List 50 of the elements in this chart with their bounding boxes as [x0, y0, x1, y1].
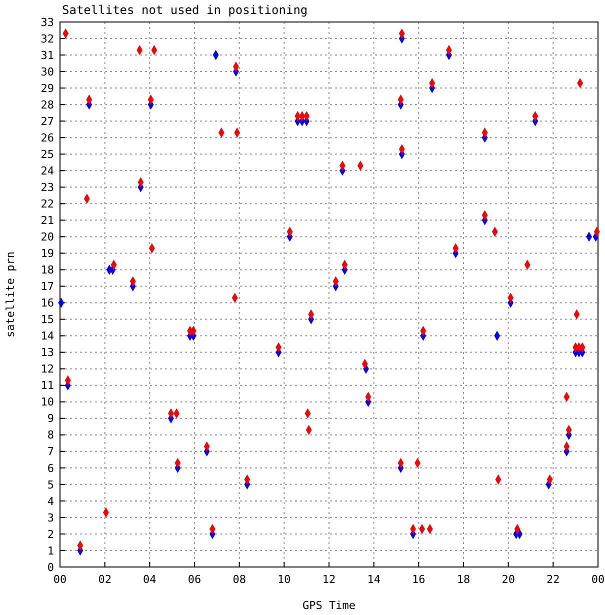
y-tick-label: 14	[40, 330, 54, 343]
y-tick-label: 17	[40, 280, 54, 294]
y-tick-label: 30	[40, 65, 54, 78]
x-tick-label: 16	[412, 573, 426, 586]
x-tick-label: 00	[591, 573, 605, 586]
x-tick-label: 00	[53, 573, 67, 586]
x-tick-label: 20	[502, 573, 515, 586]
y-tick-label: 7	[47, 445, 54, 458]
y-tick-label: 26	[40, 131, 54, 144]
y-tick-label: 12	[40, 362, 54, 376]
y-tick-label: 22	[40, 198, 54, 211]
y-tick-label: 27	[40, 114, 54, 128]
y-tick-label: 16	[40, 296, 54, 310]
y-tick-label: 10	[40, 396, 54, 409]
y-tick-label: 1	[47, 544, 54, 558]
y-tick-label: 23	[40, 181, 54, 194]
x-tick-label: 10	[278, 573, 291, 586]
y-tick-label: 13	[40, 346, 54, 360]
y-tick-label: 29	[40, 82, 54, 95]
y-tick-label: 28	[40, 98, 54, 112]
y-tick-label: 6	[47, 462, 54, 475]
y-tick-label: 19	[40, 247, 54, 260]
x-tick-label: 02	[98, 573, 112, 586]
y-tick-label: 31	[40, 48, 54, 62]
y-tick-label: 24	[40, 164, 54, 178]
x-axis-title: GPS Time	[302, 599, 356, 612]
y-tick-label: 25	[40, 148, 54, 161]
y-tick-label: 11	[40, 379, 54, 392]
x-tick-label: 04	[143, 573, 157, 586]
y-tick-label: 18	[40, 264, 54, 277]
y-tick-label: 4	[47, 494, 54, 508]
chart-title: Satellites not used in positioning	[62, 3, 308, 17]
x-tick-label: 06	[188, 573, 202, 586]
y-tick-label: 0	[47, 560, 54, 574]
y-tick-label: 8	[47, 428, 54, 442]
y-tick-label: 3	[47, 511, 54, 524]
x-tick-label: 18	[456, 573, 470, 586]
y-axis-title: satellite prn	[4, 251, 17, 338]
x-tick-label: 22	[546, 573, 560, 586]
y-tick-label: 15	[40, 313, 54, 326]
x-tick-label: 08	[232, 573, 246, 586]
y-tick-label: 33	[40, 16, 54, 29]
y-tick-label: 20	[40, 230, 54, 244]
x-tick-label: 12	[322, 573, 336, 586]
y-tick-label: 9	[47, 412, 54, 426]
y-tick-label: 21	[40, 214, 54, 228]
y-tick-label: 32	[40, 32, 54, 46]
y-tick-label: 2	[47, 528, 54, 541]
x-tick-label: 14	[367, 573, 381, 586]
y-tick-label: 5	[47, 478, 54, 492]
